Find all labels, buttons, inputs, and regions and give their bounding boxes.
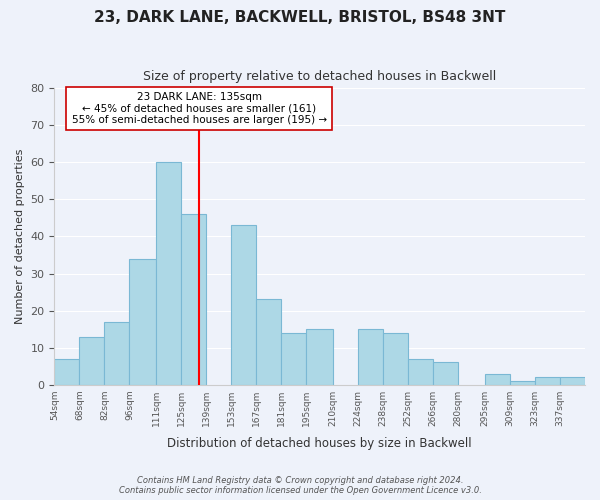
Bar: [307, 329, 333, 384]
Text: Contains HM Land Registry data © Crown copyright and database right 2024.
Contai: Contains HM Land Registry data © Crown c…: [119, 476, 481, 495]
Bar: [104, 322, 130, 384]
Bar: [181, 214, 206, 384]
Bar: [79, 336, 104, 384]
Bar: [130, 258, 156, 384]
Title: Size of property relative to detached houses in Backwell: Size of property relative to detached ho…: [143, 70, 496, 83]
Bar: [383, 333, 408, 384]
Bar: [485, 374, 510, 384]
Bar: [281, 333, 307, 384]
Bar: [231, 226, 256, 384]
X-axis label: Distribution of detached houses by size in Backwell: Distribution of detached houses by size …: [167, 437, 472, 450]
Bar: [408, 358, 433, 384]
Bar: [256, 300, 281, 384]
Bar: [55, 358, 79, 384]
Text: 23 DARK LANE: 135sqm
← 45% of detached houses are smaller (161)
55% of semi-deta: 23 DARK LANE: 135sqm ← 45% of detached h…: [71, 92, 326, 125]
Bar: [433, 362, 458, 384]
Bar: [358, 329, 383, 384]
Bar: [156, 162, 181, 384]
Text: 23, DARK LANE, BACKWELL, BRISTOL, BS48 3NT: 23, DARK LANE, BACKWELL, BRISTOL, BS48 3…: [94, 10, 506, 25]
Y-axis label: Number of detached properties: Number of detached properties: [15, 149, 25, 324]
Bar: [535, 377, 560, 384]
Bar: [560, 377, 585, 384]
Bar: [510, 381, 535, 384]
